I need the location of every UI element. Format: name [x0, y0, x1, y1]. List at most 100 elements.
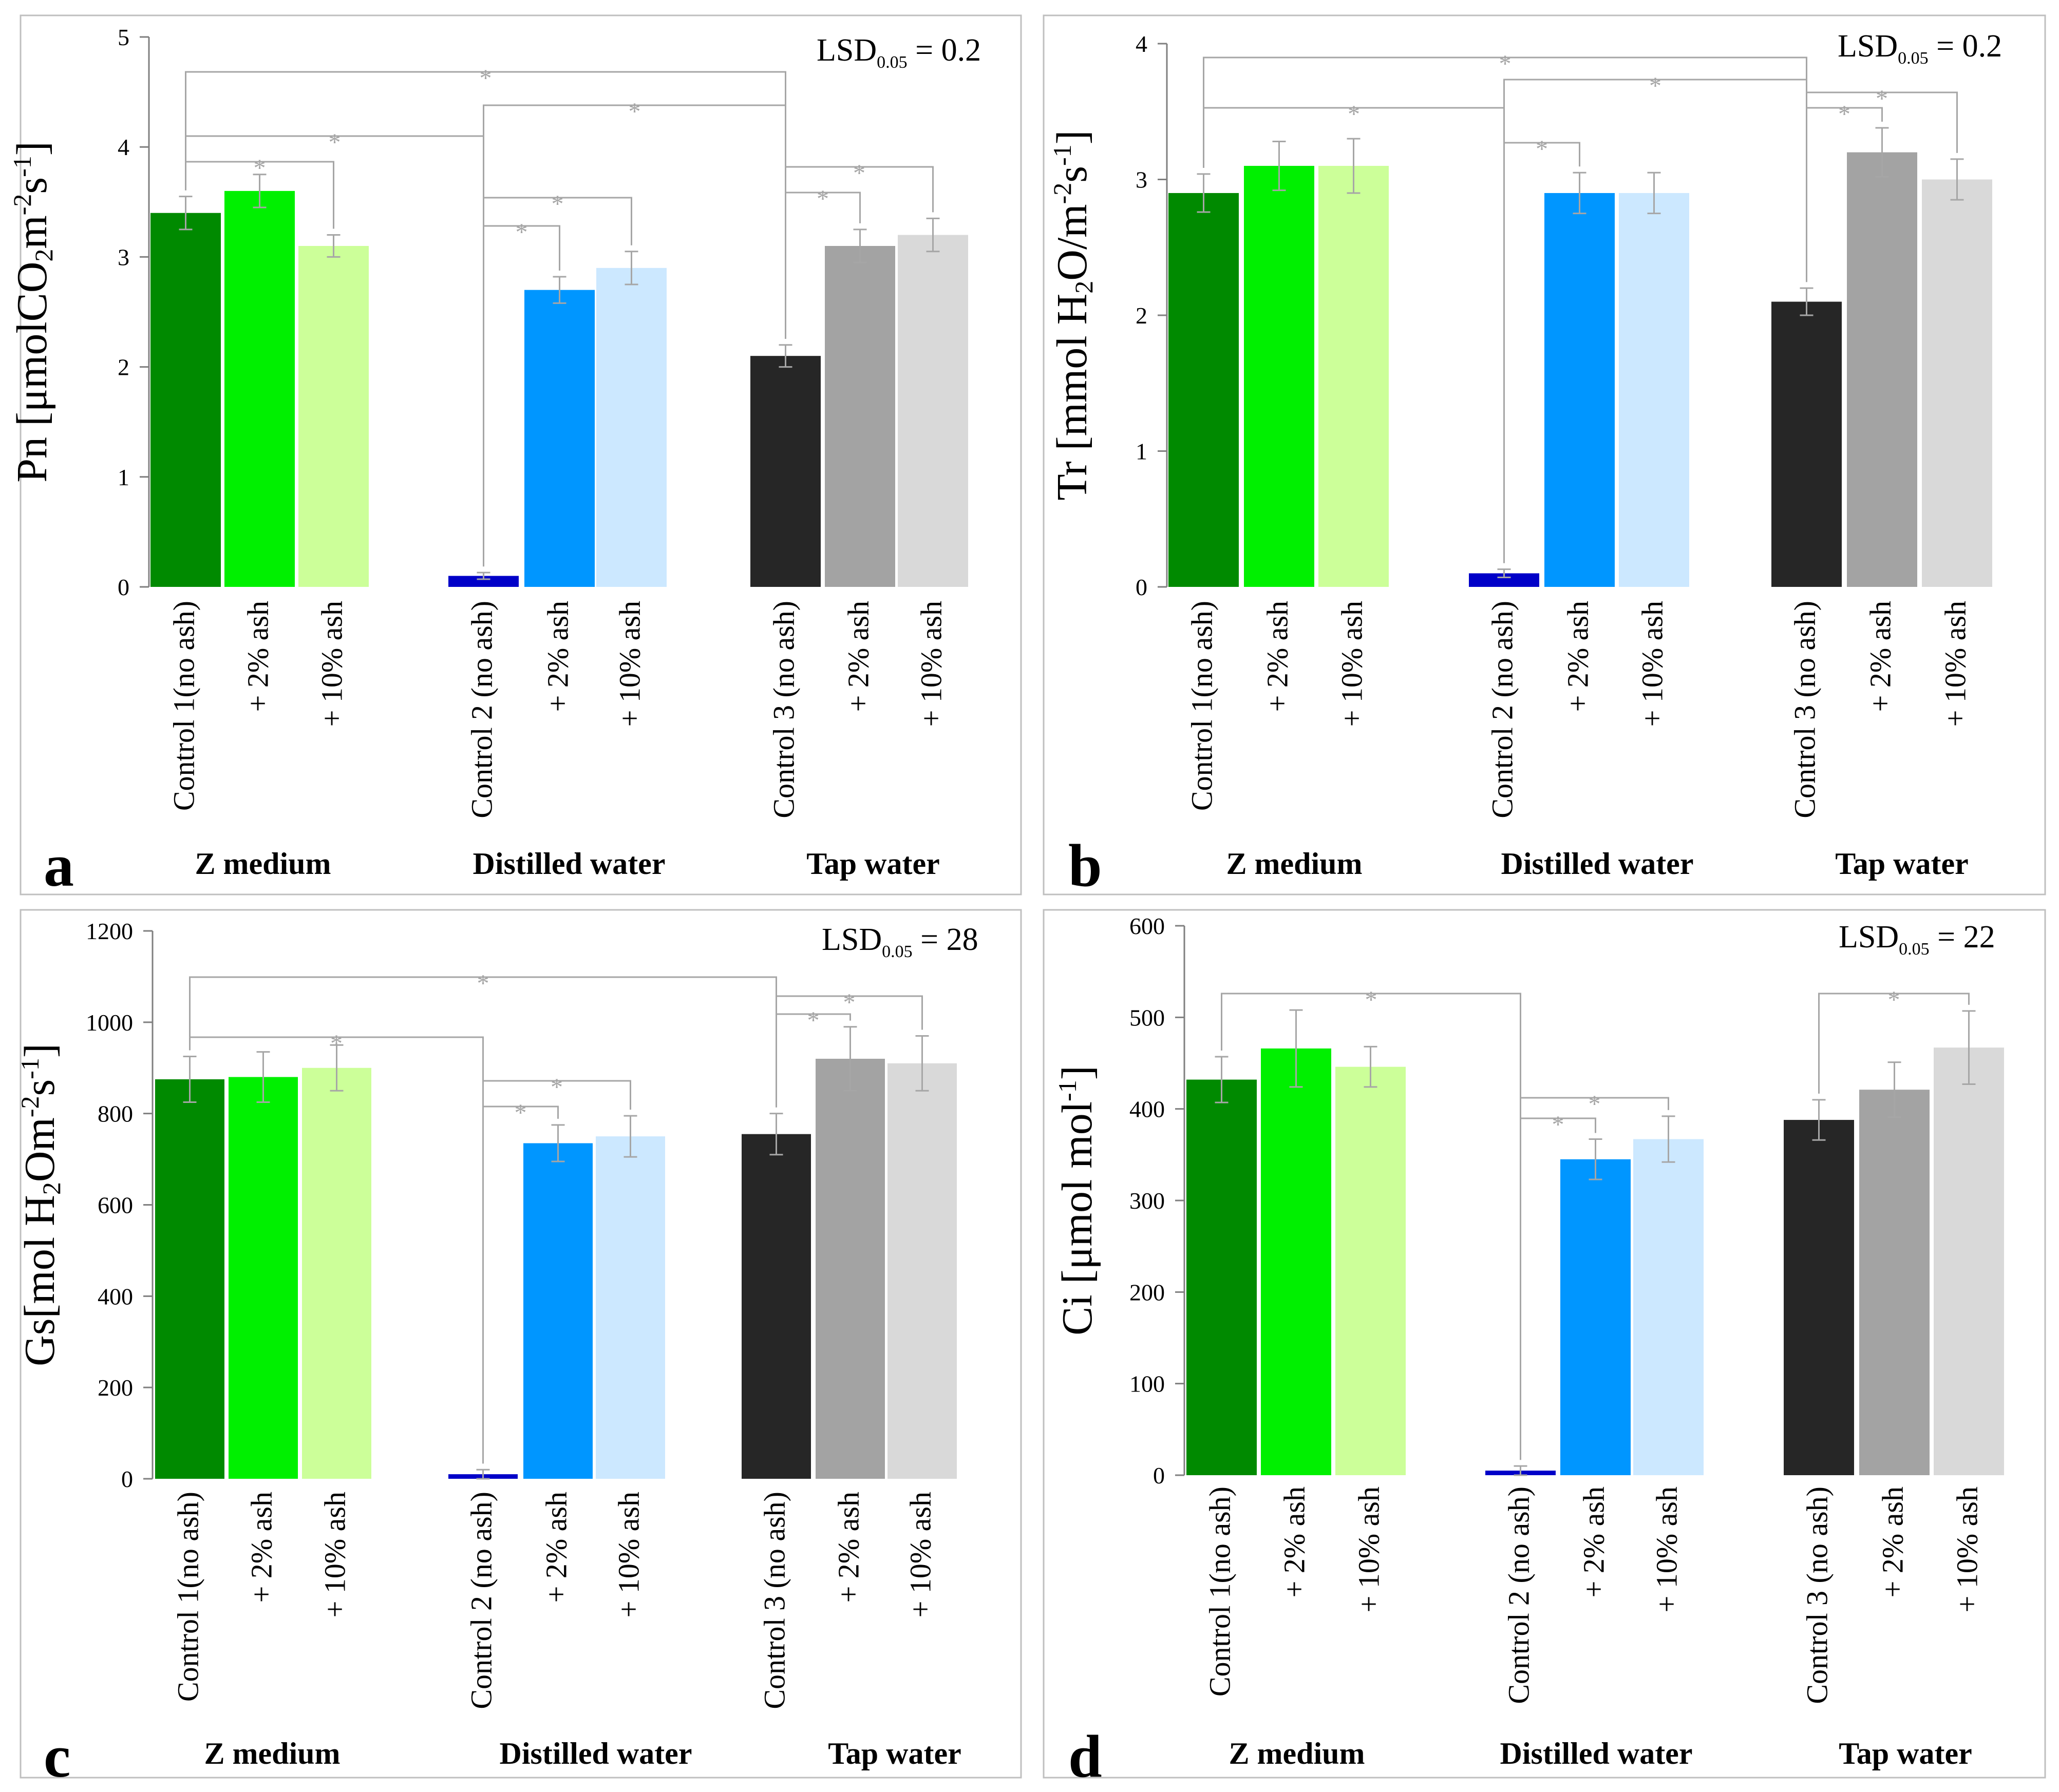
significance-bracket — [1503, 142, 1580, 563]
y-tick-label: 0 — [1136, 574, 1147, 600]
bar-5 — [1544, 193, 1615, 587]
bar-6 — [596, 268, 667, 587]
significance-star: * — [516, 219, 528, 246]
group-label: Z medium — [1229, 1737, 1365, 1770]
y-axis-title-part: s — [8, 177, 56, 194]
category-label: + 2% ash — [1864, 601, 1897, 712]
bar-7 — [742, 1134, 811, 1479]
category-label: + 2% ash — [832, 1492, 865, 1603]
bar-2 — [229, 1077, 298, 1479]
significance-star: * — [843, 989, 856, 1016]
bar-2 — [224, 190, 295, 587]
y-tick-label: 600 — [98, 1192, 133, 1218]
bar-8 — [825, 245, 895, 587]
lsd-label: LSD0.05 = 22 — [1839, 920, 1995, 959]
panel-label: b — [1068, 832, 1102, 899]
significance-bracket — [483, 225, 560, 567]
significance-bracket — [1818, 993, 1970, 1094]
category-label: + 10% ash — [1636, 601, 1669, 727]
panel-frame — [20, 14, 1022, 895]
significance-star: * — [1649, 72, 1661, 100]
y-axis-title-part: ] — [16, 1043, 64, 1058]
y-tick-label: 0 — [118, 574, 129, 600]
y-axis-title-part: Ci [μmol mol — [1053, 1101, 1101, 1336]
y-axis-title-sup: -2 — [15, 1096, 44, 1118]
group-label: Z medium — [195, 847, 331, 881]
y-tick-label: 600 — [1129, 913, 1165, 939]
significance-star: * — [477, 970, 489, 997]
category-label: + 10% ash — [1939, 601, 1972, 727]
significance-star: * — [1589, 1091, 1601, 1118]
y-tick-label: 2 — [1136, 302, 1147, 329]
y-tick-label: 5 — [118, 24, 129, 50]
significance-star: * — [1552, 1111, 1564, 1138]
significance-bracket — [776, 1013, 851, 1108]
y-axis-title-sup: -1 — [8, 156, 36, 177]
bar-1 — [1168, 193, 1239, 587]
significance-bracket — [185, 161, 334, 229]
y-tick-label: 400 — [98, 1283, 133, 1309]
category-label: Control 2 (no ash) — [465, 601, 499, 818]
bar-1 — [1186, 1079, 1257, 1475]
significance-bracket — [1806, 107, 1883, 282]
category-label: Control 1(no ash) — [1203, 1486, 1237, 1696]
group-label: Tap water — [1835, 847, 1968, 881]
category-label: Control 3 (no ash) — [1801, 1486, 1834, 1704]
bar-8 — [1859, 1090, 1930, 1475]
lsd-value: = 0.2 — [908, 33, 981, 68]
category-label: Control 3 (no ash) — [758, 1492, 791, 1709]
bar-7 — [1784, 1120, 1854, 1475]
category-label: + 2% ash — [1561, 601, 1595, 712]
category-label: + 2% ash — [842, 601, 875, 712]
category-label: Control 1(no ash) — [172, 1492, 205, 1702]
significance-star: * — [853, 160, 865, 187]
y-tick-label: 4 — [1136, 31, 1147, 57]
lsd-subscript: 0.05 — [877, 53, 908, 72]
y-tick-label: 1000 — [86, 1009, 133, 1036]
panel-frame — [1043, 14, 2046, 895]
significance-star: * — [629, 98, 641, 125]
group-label: Tap water — [806, 847, 939, 881]
bar-7 — [750, 356, 821, 587]
category-label: + 10% ash — [1335, 601, 1369, 727]
lsd-part: LSD — [822, 922, 882, 957]
y-axis-title-part: ] — [8, 141, 56, 156]
bar-9 — [887, 1063, 957, 1479]
y-axis-title: Gs[mol H2Om-2s-1] — [15, 1043, 66, 1366]
y-tick-label: 2 — [118, 354, 129, 380]
category-label: + 10% ash — [904, 1492, 937, 1617]
category-label: Control 2 (no ash) — [465, 1492, 498, 1709]
y-tick-label: 800 — [98, 1101, 133, 1127]
y-axis-title-part: ] — [1053, 1065, 1101, 1080]
category-label: + 2% ash — [1577, 1486, 1611, 1597]
significance-bracket — [1520, 1117, 1596, 1460]
y-tick-label: 0 — [121, 1466, 133, 1492]
bar-2 — [1244, 166, 1314, 587]
y-axis-title-part: s — [1048, 166, 1096, 183]
category-label: + 2% ash — [1876, 1486, 1910, 1597]
y-tick-label: 4 — [118, 134, 129, 160]
bar-3 — [298, 245, 369, 587]
category-label: + 10% ash — [1650, 1486, 1684, 1612]
group-label: Tap water — [1839, 1737, 1972, 1770]
y-tick-label: 100 — [1129, 1371, 1165, 1397]
y-axis-title-part: Pn [μmolCO — [8, 262, 56, 483]
bar-1 — [155, 1079, 224, 1479]
category-label: + 10% ash — [613, 601, 647, 727]
group-label: Distilled water — [500, 1737, 692, 1770]
y-axis-title-part: m — [8, 215, 56, 249]
y-axis-title-part: Tr [mmol H — [1048, 294, 1096, 501]
significance-star: * — [1888, 986, 1900, 1014]
panel-label: d — [1068, 1723, 1102, 1790]
lsd-value: = 0.2 — [1929, 29, 2002, 64]
lsd-label: LSD0.05 = 0.2 — [1838, 29, 2002, 68]
significance-star: * — [1838, 101, 1850, 128]
bar-4 — [448, 576, 519, 587]
y-axis-title-sup: -1 — [1053, 1080, 1082, 1101]
category-label: + 2% ash — [245, 1492, 278, 1603]
y-tick-label: 3 — [1136, 167, 1147, 193]
significance-star: * — [480, 65, 492, 92]
y-axis-title-part: O/m — [1048, 204, 1096, 280]
